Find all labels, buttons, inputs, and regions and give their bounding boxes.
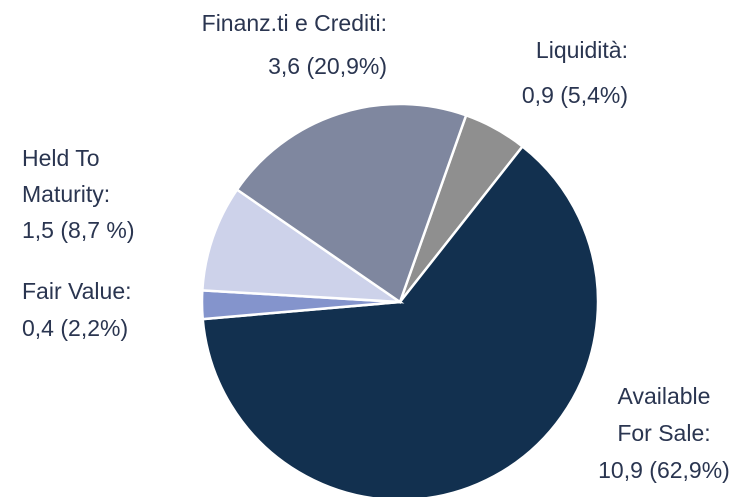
value-label: 10,9 (62,9%) xyxy=(598,457,730,483)
pie-slice xyxy=(201,187,405,304)
pie-slice xyxy=(201,144,600,497)
value-label: 0,9 (5,4%) xyxy=(522,82,628,108)
slice-label: Held To xyxy=(22,145,100,171)
value-label: 1,5 (8,7 %) xyxy=(22,217,135,243)
slice-label: Finanz.ti e Crediti: xyxy=(202,10,387,36)
pie-slice xyxy=(235,102,468,304)
slice-label: For Sale: xyxy=(617,420,710,446)
slice-label: Maturity: xyxy=(22,181,110,207)
value-label: 0,4 (2,2%) xyxy=(22,315,128,341)
value-label: 3,6 (20,9%) xyxy=(268,53,387,79)
slice-label: Liquidità: xyxy=(536,37,628,63)
slice-label: Available xyxy=(618,383,711,409)
slice-label: Fair Value: xyxy=(22,278,132,304)
